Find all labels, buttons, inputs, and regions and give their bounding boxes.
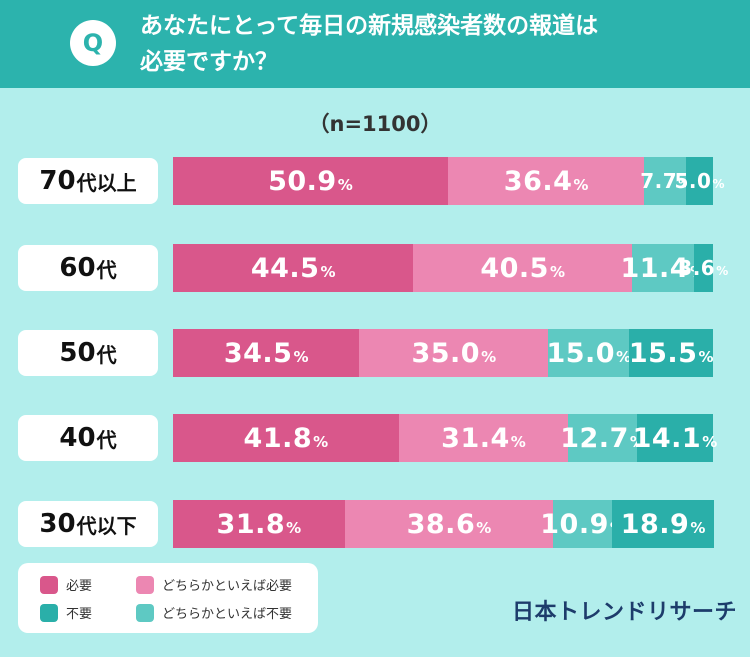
bar-segment: 31.8%: [173, 500, 345, 548]
data-label-value: 15.0: [546, 337, 616, 369]
bar-segment: 50.9%: [173, 157, 448, 205]
bar-row: 50.9% 36.4% 7.7% 5.0%: [173, 157, 724, 205]
legend-swatch: [136, 603, 154, 622]
category-label-suffix: 代: [96, 427, 117, 452]
data-label-percent: %: [698, 348, 714, 366]
legend-label: どちらかといえば不要: [162, 607, 293, 622]
data-label-value: 44.5: [250, 252, 320, 284]
legend-swatch: [40, 603, 58, 622]
data-label-percent: %: [293, 348, 309, 366]
bar-segment: 41.8%: [173, 414, 399, 462]
data-label-value: 18.9: [620, 508, 690, 540]
bar-segment: 10.9%: [540, 500, 625, 548]
category-label: 70 代以上: [18, 158, 158, 204]
data-label-value: 5.0: [674, 169, 712, 193]
bar-segment: 15.0%: [546, 329, 632, 377]
data-label-percent: %: [510, 433, 526, 451]
sample-size: （n=1100）: [308, 112, 442, 136]
legend-item-somewhat-unnecessary: どちらかといえば不要: [136, 603, 292, 622]
bar-segment: 44.5%: [173, 244, 414, 292]
data-label-percent: %: [690, 519, 706, 537]
bar-segment: 7.7%: [640, 157, 690, 205]
bar-segment: 5.0%: [675, 157, 724, 205]
bar-row: 41.8%31.4%12.7%14.1%: [173, 414, 717, 462]
category-label: 30 代以下: [18, 501, 158, 547]
data-label-value: 50.9: [268, 165, 337, 197]
legend-swatch: [40, 575, 58, 594]
legend-label: 不要: [66, 607, 93, 622]
data-label-value: 34.5: [223, 337, 293, 369]
bar-segment: 12.7%: [560, 414, 645, 462]
data-label-percent: %: [286, 519, 302, 537]
bar-segment: 36.4%: [447, 157, 645, 205]
data-label-percent: %: [716, 264, 729, 278]
legend-label: どちらかといえば必要: [162, 579, 293, 594]
data-label-value: 31.4: [441, 422, 510, 454]
bar-segment: 35.0%: [359, 329, 549, 377]
data-label-percent: %: [712, 177, 725, 191]
category-label-number: 50: [59, 338, 96, 368]
data-label-value: 36.4: [503, 165, 573, 197]
bar-row: 34.5% 35.0% 15.0% 15.5%: [173, 329, 713, 377]
legend-item-unnecessary: 不要: [40, 603, 92, 622]
question-title: あなたにとって毎日の新規感染者数の報道は 必要ですか？: [140, 8, 730, 80]
data-label-percent: %: [481, 348, 497, 366]
legend-swatch: [136, 575, 154, 594]
category-label: 40 代: [18, 415, 158, 461]
category-label-suffix: 代: [96, 342, 117, 367]
data-label-value: 3.6: [678, 256, 716, 280]
question-title-line1: あなたにとって毎日の新規感染者数の報道は: [140, 13, 599, 39]
data-label-value: 15.5: [628, 337, 698, 369]
data-label-value: 11.4: [620, 252, 690, 284]
legend: 必要 どちらかといえば必要 不要 どちらかといえば不要: [18, 563, 318, 633]
bar-segment: 34.5%: [173, 329, 360, 377]
bar-segment: 38.6%: [344, 500, 554, 548]
brand-logo: 日本トレンドリサーチ: [512, 600, 738, 625]
data-label-value: 14.1: [632, 422, 702, 454]
category-label-number: 40: [59, 423, 96, 453]
category-label-suffix: 代以上: [76, 170, 137, 195]
data-label-value: 7.7: [640, 169, 678, 193]
data-label-value: 35.0: [411, 337, 481, 369]
question-badge: Q: [70, 20, 116, 66]
data-label-value: 40.5: [480, 252, 549, 284]
data-label-value: 12.7: [560, 422, 629, 454]
category-label-number: 70: [39, 166, 76, 196]
bar-row: 44.5%40.5%11.4%3.6%: [173, 244, 728, 292]
data-label-percent: %: [702, 433, 718, 451]
legend-item-necessary: 必要: [40, 575, 92, 594]
question-title-line2: 必要ですか？: [140, 49, 278, 75]
category-label-suffix: 代以下: [76, 513, 137, 538]
bar-row: 31.8%38.6%10.9%18.9%: [173, 500, 715, 548]
category-label-number: 30: [39, 509, 76, 539]
data-label-percent: %: [549, 263, 565, 281]
category-label: 50 代: [18, 330, 158, 376]
data-label-percent: %: [573, 176, 589, 194]
category-label-number: 60: [59, 253, 96, 283]
question-header: Q あなたにとって毎日の新規感染者数の報道は 必要ですか？: [0, 0, 750, 88]
category-label-suffix: 代: [96, 257, 117, 282]
legend-label: 必要: [66, 579, 93, 594]
data-label-value: 10.9: [540, 508, 609, 540]
bar-segment: 40.5%: [413, 244, 632, 292]
data-label-value: 41.8: [243, 422, 313, 454]
category-label: 60 代: [18, 245, 158, 291]
data-label-value: 38.6: [406, 508, 476, 540]
bar-segment: 18.9%: [612, 500, 715, 548]
data-label-percent: %: [320, 263, 336, 281]
data-label-percent: %: [337, 176, 353, 194]
data-label-percent: %: [616, 348, 632, 366]
bar-segment: 31.4%: [398, 414, 569, 462]
data-label-percent: %: [476, 519, 492, 537]
bar-segment: 15.5%: [629, 329, 713, 377]
data-label-percent: %: [313, 433, 329, 451]
data-label-value: 31.8: [216, 508, 286, 540]
bar-segment: 3.6%: [678, 244, 728, 292]
bar-segment: 14.1%: [633, 414, 717, 462]
legend-item-somewhat-necessary: どちらかといえば必要: [136, 575, 292, 594]
